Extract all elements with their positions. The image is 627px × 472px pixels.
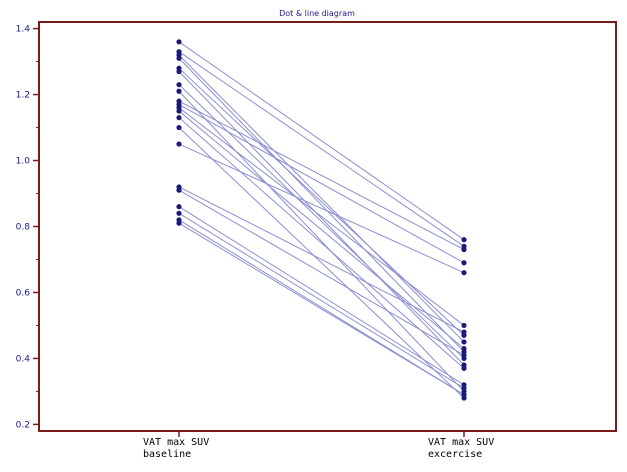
series-line (178, 100, 465, 251)
chart-title: Dot & line diagram (279, 9, 355, 18)
data-point (176, 124, 182, 131)
data-point (461, 329, 467, 335)
y-axis: 0.2 0.4 0.6 0.8 1.0 1.2 1.4 (16, 25, 39, 430)
data-point (176, 141, 182, 147)
y-tick-label: 0.2 (16, 420, 30, 430)
data-point (461, 270, 467, 276)
data-point (461, 339, 467, 345)
y-tick-label: 1.2 (16, 91, 30, 101)
series-line (178, 41, 465, 241)
data-point (176, 220, 182, 226)
data-points (176, 39, 467, 401)
data-point (176, 68, 182, 75)
data-point (176, 82, 182, 88)
series-line (178, 57, 465, 353)
series-line (178, 186, 465, 333)
data-point (461, 237, 467, 243)
series-line (178, 127, 465, 399)
data-point (176, 108, 182, 114)
series-line (178, 104, 465, 264)
series-line (178, 51, 465, 247)
data-point (461, 385, 467, 391)
x-category-label: VAT max SUV (428, 437, 494, 448)
data-point (176, 210, 182, 216)
series-line (178, 54, 465, 343)
data-point (176, 39, 182, 45)
series-line (178, 107, 465, 326)
data-point (176, 204, 182, 210)
data-point (461, 246, 467, 253)
series-line (178, 90, 465, 392)
series-line (178, 206, 465, 386)
data-point (176, 115, 182, 121)
data-point (176, 88, 182, 94)
series-line (178, 143, 465, 274)
series-line (178, 212, 465, 389)
series-line (178, 110, 465, 349)
series-line (178, 67, 465, 336)
plot-frame (38, 21, 617, 432)
y-tick-label: 1.4 (16, 25, 31, 35)
data-point (461, 260, 467, 266)
data-point (461, 322, 467, 329)
series-line (178, 222, 465, 396)
series-line (178, 84, 465, 359)
series-line (178, 71, 465, 366)
x-category-label: VAT max SUV (143, 437, 209, 448)
data-point (176, 55, 182, 61)
data-point (461, 392, 467, 398)
data-point (176, 187, 182, 193)
series-line (178, 189, 465, 356)
series-line (178, 117, 465, 369)
series-lines (178, 41, 465, 399)
y-tick-label: 0.8 (16, 223, 31, 233)
data-point (461, 352, 467, 358)
y-tick-label: 1.0 (16, 157, 31, 167)
y-tick-label: 0.4 (16, 354, 31, 364)
y-tick-label: 0.6 (16, 288, 31, 298)
x-category-label: baseline (143, 449, 191, 460)
x-category-label: excercise (428, 449, 482, 460)
data-point (461, 365, 467, 371)
data-point (461, 345, 467, 352)
